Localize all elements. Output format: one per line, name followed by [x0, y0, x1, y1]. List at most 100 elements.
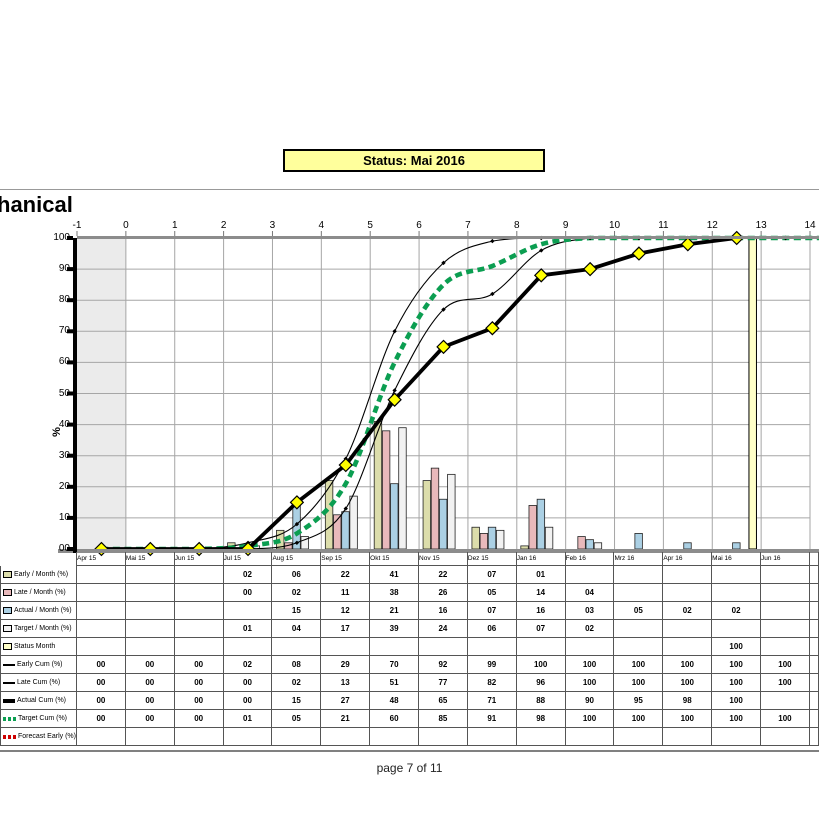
value-cell-status-month	[223, 638, 273, 656]
table-row-late-month: Late / Month (%) 00 02 11 38 26 05 14 04	[0, 584, 819, 602]
month-header-cell: Jul 15	[223, 552, 273, 566]
value-cell-target-month: 39	[370, 620, 420, 638]
value-cell-actual-cum: 98	[663, 692, 713, 710]
actual-diamond-marker	[289, 495, 305, 510]
actual-diamond-marker	[387, 392, 402, 407]
value-cell-status-month	[663, 638, 713, 656]
month-header-cell-cut	[809, 552, 819, 566]
value-cell-forecast-early	[272, 728, 322, 746]
value-cell-target-cum: 100	[614, 710, 664, 728]
value-cell-early-month	[761, 566, 810, 584]
value-cell-actual-cum: 90	[565, 692, 615, 710]
value-cell-target-cum: 100	[565, 710, 615, 728]
value-cell-late-month: 11	[321, 584, 371, 602]
month-header-cell: Jan 16	[516, 552, 566, 566]
value-cell-early-cum: 00	[125, 656, 175, 674]
value-cell-late-month: 02	[272, 584, 322, 602]
value-cell-early-cum: 92	[419, 656, 468, 674]
value-cell-late-cum: 00	[174, 674, 224, 692]
value-cell-late-cum: 100	[565, 674, 615, 692]
bar-target	[544, 526, 554, 550]
value-cell-late-month	[125, 584, 175, 602]
early-cum-marker	[392, 329, 397, 334]
month-header-cell: Nov 15	[419, 552, 468, 566]
value-cell-cut	[809, 656, 819, 674]
actual-diamond-marker	[533, 268, 549, 283]
y-axis-tick-label: 70	[58, 325, 70, 337]
value-cell-cut	[809, 710, 819, 728]
value-cell-actual-month	[174, 602, 224, 620]
value-cell-forecast-early	[516, 728, 566, 746]
top-axis-number: 13	[755, 220, 767, 231]
value-cell-forecast-early	[321, 728, 371, 746]
table-row-early-month: Early / Month (%) 02 06 22 41 22 07 01	[0, 566, 819, 584]
value-cell-status-month	[419, 638, 468, 656]
bar-actual	[683, 542, 692, 550]
actual-diamond-marker	[485, 320, 500, 336]
early-cum-marker	[441, 260, 446, 266]
value-cell-forecast-early	[125, 728, 175, 746]
value-cell-actual-month: 15	[272, 602, 322, 620]
value-cell-early-month: 01	[516, 566, 566, 584]
value-cell-target-month	[77, 620, 126, 638]
value-cell-status-month	[516, 638, 566, 656]
y-axis-tick-label: 100	[53, 232, 70, 243]
value-cell-target-month	[712, 620, 762, 638]
value-cell-cut	[809, 638, 819, 656]
status-month-bar	[748, 237, 757, 550]
early-cum-marker	[294, 521, 300, 527]
value-cell-late-cum: 100	[761, 674, 810, 692]
y-axis-tick	[67, 329, 73, 334]
target-month-legend-icon	[3, 625, 12, 632]
value-cell-target-cum: 00	[77, 710, 126, 728]
value-cell-actual-cum: 00	[125, 692, 175, 710]
value-cell-early-cum: 100	[565, 656, 615, 674]
top-axis-number: 0	[123, 220, 129, 231]
value-cell-actual-month: 05	[614, 602, 664, 620]
value-cell-status-month	[125, 638, 175, 656]
actual-cum-legend-icon	[3, 698, 15, 703]
row-label-text: Target Cum (%)	[18, 714, 68, 722]
value-cell-target-cum: 91	[467, 710, 517, 728]
bar-early	[373, 421, 383, 550]
bar-actual	[341, 511, 350, 550]
row-label-actual-month: Actual / Month (%)	[0, 602, 77, 620]
target-cum-legend-icon	[3, 716, 16, 721]
value-cell-target-month: 06	[467, 620, 517, 638]
row-label-text: Status Month	[14, 642, 56, 650]
value-cell-late-month	[663, 584, 713, 602]
value-cell-early-cum: 100	[614, 656, 664, 674]
bar-actual	[732, 542, 741, 550]
value-cell-early-month	[125, 566, 175, 584]
row-label-text: Late / Month (%)	[14, 588, 66, 596]
late-month-legend-icon	[3, 589, 12, 596]
value-cell-early-month: 07	[467, 566, 517, 584]
value-cell-status-month	[370, 638, 420, 656]
value-cell-early-month: 22	[321, 566, 371, 584]
value-cell-status-month	[174, 638, 224, 656]
value-cell-early-month: 41	[370, 566, 420, 584]
table-row-late-cum: Late Cum (%) 00 00 00 00 02 13 51 77 82 96 100 100 10…	[0, 674, 819, 692]
value-cell-target-month	[761, 620, 810, 638]
value-cell-late-cum: 00	[223, 674, 273, 692]
row-label-text: Target / Month (%)	[14, 624, 72, 632]
value-cell-late-cum: 100	[712, 674, 762, 692]
value-cell-actual-cum: 00	[174, 692, 224, 710]
x-axis-line	[58, 549, 819, 553]
value-cell-forecast-early	[370, 728, 420, 746]
value-cell-actual-cum: 00	[223, 692, 273, 710]
y-axis-tick-label: 40	[58, 418, 70, 430]
y-axis-tick-label: 80	[58, 294, 70, 306]
forecast-early-legend-icon	[3, 734, 16, 739]
value-cell-status-month	[565, 638, 615, 656]
row-label-text: Late Cum (%)	[17, 678, 61, 686]
value-cell-actual-month: 16	[516, 602, 566, 620]
value-cell-late-month: 26	[419, 584, 468, 602]
value-cell-target-month: 17	[321, 620, 371, 638]
value-cell-target-cum: 21	[321, 710, 371, 728]
top-axis-number: 5	[367, 220, 373, 231]
bar-target	[349, 495, 358, 550]
late-cum-marker	[490, 291, 495, 297]
value-cell-forecast-early	[614, 728, 664, 746]
row-label-early-month: Early / Month (%)	[0, 566, 77, 584]
